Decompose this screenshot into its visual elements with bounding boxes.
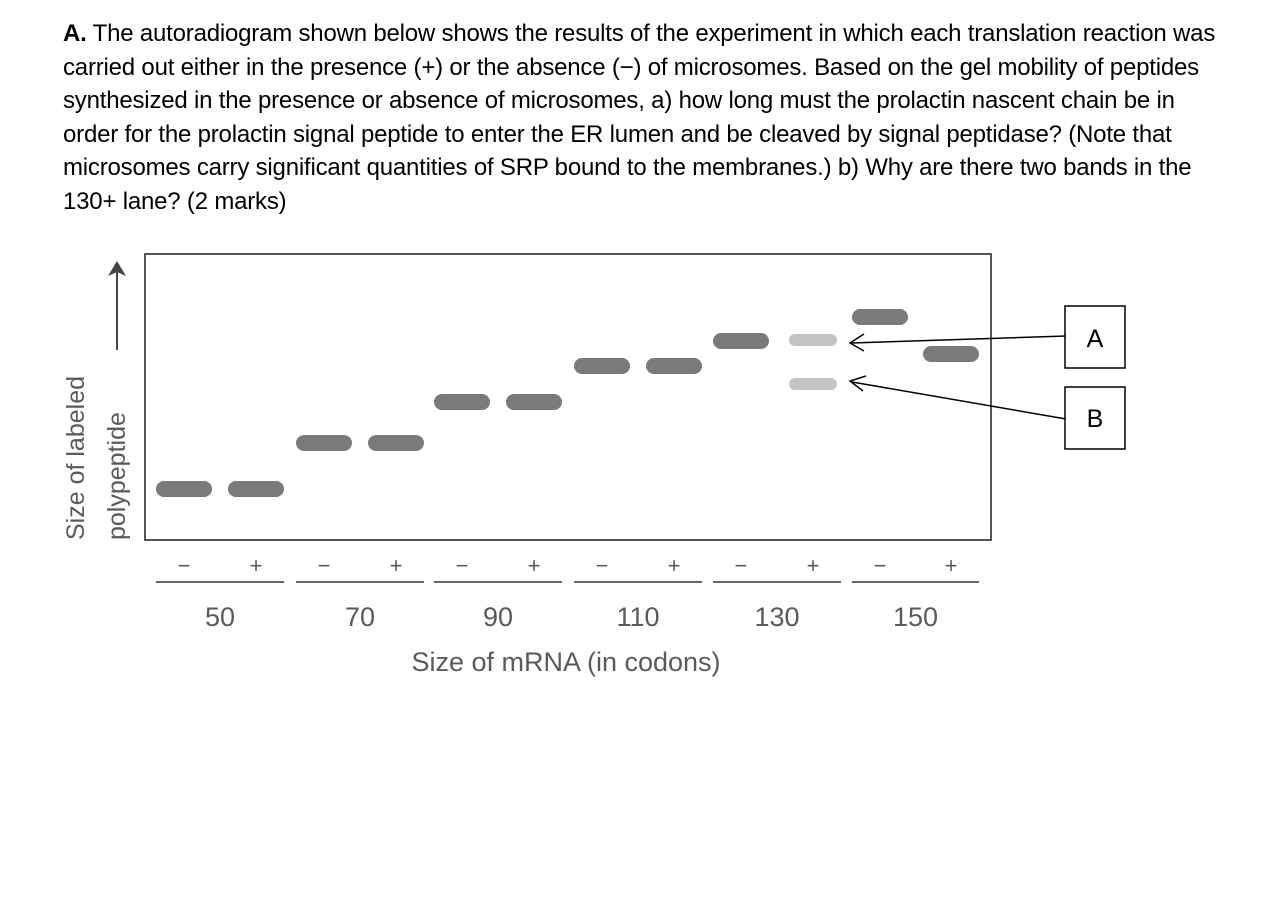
gel-bands bbox=[156, 309, 979, 497]
gel-band-lane-5 bbox=[434, 394, 490, 410]
gel-band-lane-2 bbox=[228, 481, 284, 497]
group-label-70: 70 bbox=[345, 602, 375, 632]
gel-band-lane-1 bbox=[156, 481, 212, 497]
group-label-150: 150 bbox=[893, 602, 938, 632]
callout-a-box bbox=[1064, 305, 1126, 369]
gel-band-lane-6 bbox=[506, 394, 562, 410]
lane-signs: − + − + − + − + − + − + bbox=[178, 553, 958, 578]
gel-band-lane-10-1 bbox=[789, 334, 837, 346]
y-axis-arrow-head bbox=[108, 261, 126, 276]
callout-b-arrowhead bbox=[848, 375, 867, 392]
x-axis-label: Size of mRNA (in codons) bbox=[411, 647, 720, 677]
minus-sign-label: − bbox=[596, 553, 609, 578]
gel-band-lane-9 bbox=[713, 333, 769, 349]
gel-frame bbox=[144, 253, 992, 541]
minus-sign-label: − bbox=[735, 553, 748, 578]
gel-band-lane-7 bbox=[574, 358, 630, 374]
lane-groups: 50 70 90 110 130 150 bbox=[156, 581, 979, 632]
gel-band-lane-10-2 bbox=[789, 378, 837, 390]
plus-sign-label: + bbox=[250, 553, 263, 578]
callout-b-box bbox=[1064, 386, 1126, 450]
plus-sign-label: + bbox=[390, 553, 403, 578]
group-label-130: 130 bbox=[754, 602, 799, 632]
plus-sign-label: + bbox=[945, 553, 958, 578]
minus-sign-label: − bbox=[874, 553, 887, 578]
gel-band-lane-8 bbox=[646, 358, 702, 374]
group-label-110: 110 bbox=[616, 602, 659, 632]
y-axis-label-line1: Size of labeled bbox=[62, 376, 90, 540]
group-label-50: 50 bbox=[205, 602, 235, 632]
question-label: A. bbox=[63, 20, 87, 47]
y-axis-label-line2: polypeptide bbox=[103, 412, 131, 540]
question-body: The autoradiogram shown below shows the … bbox=[63, 20, 1216, 215]
callout-a-label: A bbox=[1087, 325, 1104, 353]
callout-b-label: B bbox=[1087, 405, 1104, 433]
gel-band-lane-4 bbox=[368, 435, 424, 451]
group-label-90: 90 bbox=[483, 602, 513, 632]
callout-a-arrowhead bbox=[848, 333, 865, 352]
callout-b-line bbox=[851, 381, 1067, 420]
minus-sign-label: − bbox=[456, 553, 469, 578]
question-text: A. The autoradiogram shown below shows t… bbox=[63, 17, 1233, 218]
gel-band-lane-3 bbox=[296, 435, 352, 451]
plus-sign-label: + bbox=[668, 553, 681, 578]
minus-sign-label: − bbox=[178, 553, 191, 578]
minus-sign-label: − bbox=[318, 553, 331, 578]
callout-a-line bbox=[851, 335, 1067, 344]
gel-band-lane-12 bbox=[923, 346, 979, 362]
gel-band-lane-11 bbox=[852, 309, 908, 325]
plus-sign-label: + bbox=[807, 553, 820, 578]
plus-sign-label: + bbox=[528, 553, 541, 578]
